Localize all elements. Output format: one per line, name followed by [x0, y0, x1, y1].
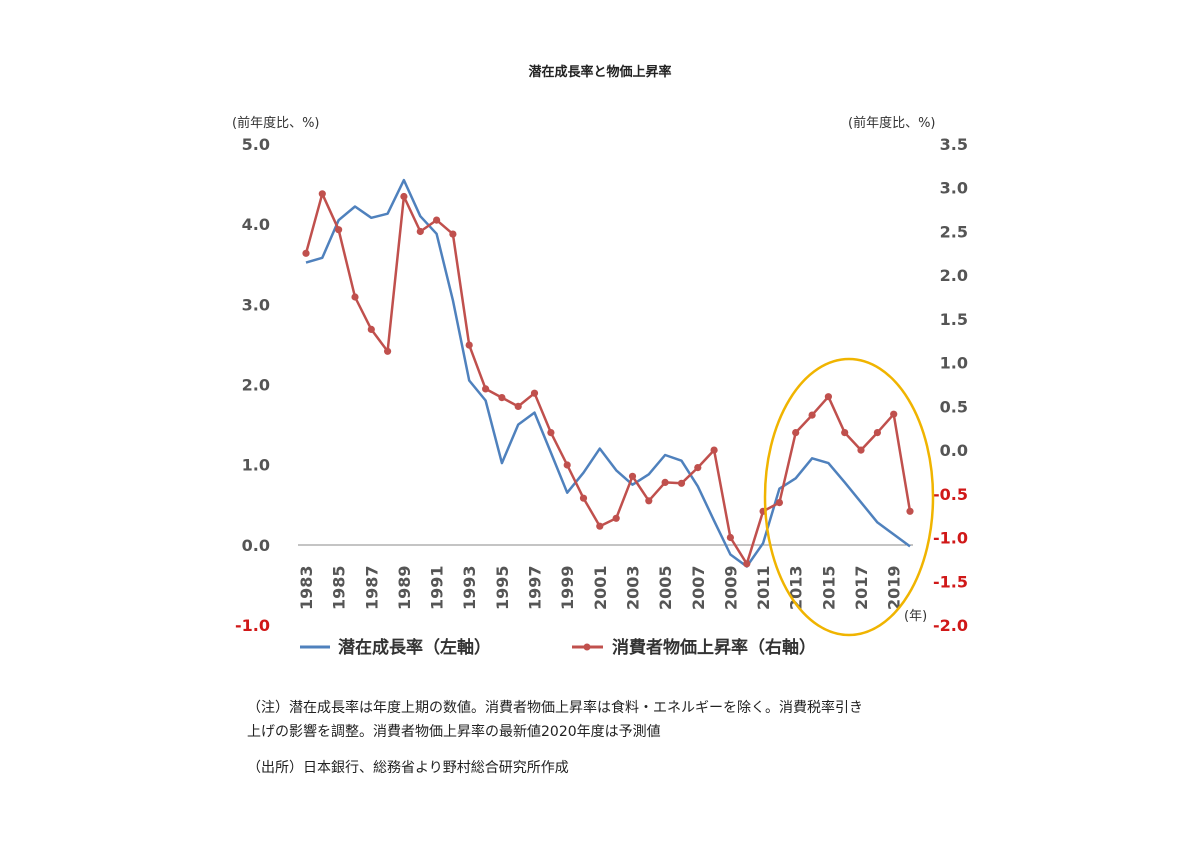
series-point-1 — [808, 411, 816, 419]
x-tick-label: 1989 — [395, 565, 414, 610]
series-point-1 — [433, 216, 441, 224]
x-tick-label: 1993 — [460, 565, 479, 610]
y-left-ticks: 5.0 4.0 3.0 2.0 1.0 0.0 -1.0 — [235, 135, 270, 635]
x-tick-label: 2011 — [754, 565, 773, 610]
y-left-tick-label: 4.0 — [242, 215, 270, 234]
series-point-1 — [645, 497, 653, 505]
y-right-tick-label: 0.0 — [940, 441, 968, 460]
highlight-ellipse — [763, 357, 935, 637]
series-point-1 — [579, 494, 588, 502]
y-right-tick-label: -1.5 — [933, 572, 968, 591]
series-point-1 — [465, 341, 473, 349]
chart-title: 潜在成長率と物価上昇率 — [528, 64, 671, 80]
y-left-tick-label: 3.0 — [242, 295, 270, 314]
series-point-1 — [890, 410, 898, 418]
source-line: （出所）日本銀行、総務省より野村総合研究所作成 — [247, 760, 569, 776]
series-point-1 — [677, 479, 686, 487]
legend-marker-red — [583, 643, 591, 651]
y-right-unit: (前年度比、%) — [848, 115, 936, 131]
x-tick-label: 2009 — [721, 565, 740, 610]
x-axis-ticks: 1983 1985 1987 1989 1991 1993 1995 1997 1999 2001… — [297, 565, 904, 610]
series-point-1 — [530, 389, 539, 397]
series-point-1 — [792, 429, 800, 437]
series-point-1 — [482, 385, 490, 393]
y-left-tick-label: -1.0 — [235, 616, 270, 635]
series-point-1 — [710, 446, 718, 454]
x-tick-label: 1997 — [526, 565, 545, 610]
series-point-1 — [726, 533, 735, 542]
y-right-tick-label: 2.5 — [940, 222, 968, 241]
series-point-1 — [841, 429, 849, 437]
legend-label-blue: 潜在成長率（左軸） — [338, 637, 491, 658]
series-point-1 — [563, 461, 571, 469]
series-point-1 — [514, 402, 522, 410]
series-point-1 — [498, 394, 506, 402]
x-tick-label: 2007 — [689, 565, 708, 610]
series-point-1 — [547, 429, 555, 437]
x-tick-label: 1991 — [428, 565, 447, 610]
series-point-1 — [302, 249, 310, 257]
series-point-1 — [612, 514, 620, 522]
y-right-ticks: 3.5 3.0 2.5 2.0 1.5 1.0 0.5 0.0 -0.5 -1.0 -1.5 -2.0 — [933, 135, 968, 635]
series-point-1 — [400, 192, 408, 201]
y-right-tick-label: 1.0 — [940, 354, 968, 373]
x-tick-label: 2001 — [591, 565, 610, 610]
series-point-1 — [367, 325, 375, 333]
series-point-1 — [775, 499, 784, 507]
y-right-tick-label: 3.5 — [940, 135, 968, 154]
series-point-1 — [873, 429, 882, 437]
series-point-1 — [628, 472, 637, 480]
x-tick-label: 2019 — [885, 565, 904, 610]
note-line-2: 上げの影響を調整。消費者物価上昇率の最新値2020年度は予測値 — [247, 724, 661, 740]
x-tick-label: 1999 — [558, 565, 577, 610]
x-tick-label: 1995 — [493, 565, 512, 610]
y-left-tick-label: 2.0 — [242, 376, 270, 395]
y-right-tick-label: 3.0 — [940, 179, 968, 198]
x-tick-label: 2003 — [623, 565, 642, 610]
y-right-tick-label: -1.0 — [933, 529, 968, 548]
series-point-1 — [416, 227, 424, 236]
x-tick-label: 1987 — [362, 565, 381, 610]
series-point-1 — [824, 393, 833, 401]
y-right-tick-label: 2.0 — [940, 266, 968, 285]
y-left-tick-label: 1.0 — [242, 456, 270, 475]
series-point-1 — [857, 446, 865, 454]
series-point-1 — [449, 230, 457, 238]
series-point-1 — [906, 507, 914, 515]
note-line-1: （注）潜在成長率は年度上期の数値。消費者物価上昇率は食料・エネルギーを除く。消費… — [247, 700, 863, 716]
y-right-tick-label: 1.5 — [940, 310, 968, 329]
legend-label-red: 消費者物価上昇率（右軸） — [612, 637, 816, 658]
series-point-1 — [384, 347, 392, 355]
x-tick-label: 1985 — [330, 565, 349, 610]
series-point-1 — [318, 190, 326, 198]
series-point-1 — [661, 478, 669, 486]
series-line-0 — [305, 178, 911, 568]
x-tick-label: 1983 — [297, 565, 316, 610]
x-tick-label: 2005 — [656, 565, 675, 610]
y-right-tick-label: -2.0 — [933, 616, 968, 635]
series-line-1 — [304, 192, 912, 566]
series-point-1 — [335, 226, 343, 234]
series-group — [302, 178, 914, 568]
series-point-1 — [351, 293, 359, 301]
x-tick-label: 2017 — [852, 565, 871, 610]
y-right-tick-label: 0.5 — [940, 397, 968, 416]
y-left-tick-label: 0.0 — [242, 536, 270, 555]
series-point-1 — [694, 464, 702, 472]
x-unit: (年) — [904, 609, 927, 624]
series-point-1 — [596, 522, 604, 530]
legend: 潜在成長率（左軸） 消費者物価上昇率（右軸） — [300, 637, 816, 658]
series-point-1 — [743, 560, 751, 568]
x-tick-label: 2015 — [819, 565, 838, 610]
y-right-tick-label: -0.5 — [933, 485, 968, 504]
y-left-tick-label: 5.0 — [242, 135, 270, 154]
y-left-unit: (前年度比、%) — [232, 115, 320, 131]
